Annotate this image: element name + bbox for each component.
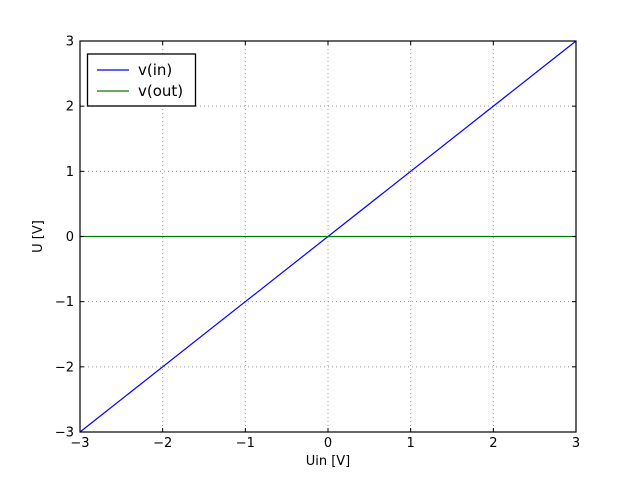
y-tick-label: 3 <box>66 35 74 50</box>
y-tick-label: −2 <box>55 360 74 375</box>
x-tick-label: −2 <box>153 436 172 451</box>
y-tick-label: 1 <box>66 165 74 180</box>
legend-label: v(in) <box>138 61 172 79</box>
x-tick-label: −1 <box>236 436 255 451</box>
x-tick-label: 3 <box>572 436 580 451</box>
tick-marks <box>79 40 577 433</box>
axis-labels: Uin [V] U [V] <box>31 220 350 469</box>
x-tick-label: 0 <box>324 436 332 451</box>
y-tick-label: 2 <box>66 100 74 115</box>
x-tick-label: 2 <box>489 436 497 451</box>
y-tick-label: 0 <box>66 230 74 245</box>
legend: v(in) v(out) <box>86 53 197 107</box>
y-axis-label: U [V] <box>31 220 46 253</box>
x-tick-label: 1 <box>407 436 415 451</box>
legend-label: v(out) <box>138 82 183 100</box>
y-tick-label: −1 <box>55 295 74 310</box>
x-axis-label: Uin [V] <box>306 454 351 469</box>
x-tick-label: −3 <box>70 436 89 451</box>
legend-box <box>86 53 197 107</box>
y-tick-label: −3 <box>55 426 74 441</box>
series-lines <box>79 40 577 433</box>
tick-labels: −3 −2 −1 0 1 2 3 −3 −2 −1 0 1 2 3 <box>55 35 580 452</box>
